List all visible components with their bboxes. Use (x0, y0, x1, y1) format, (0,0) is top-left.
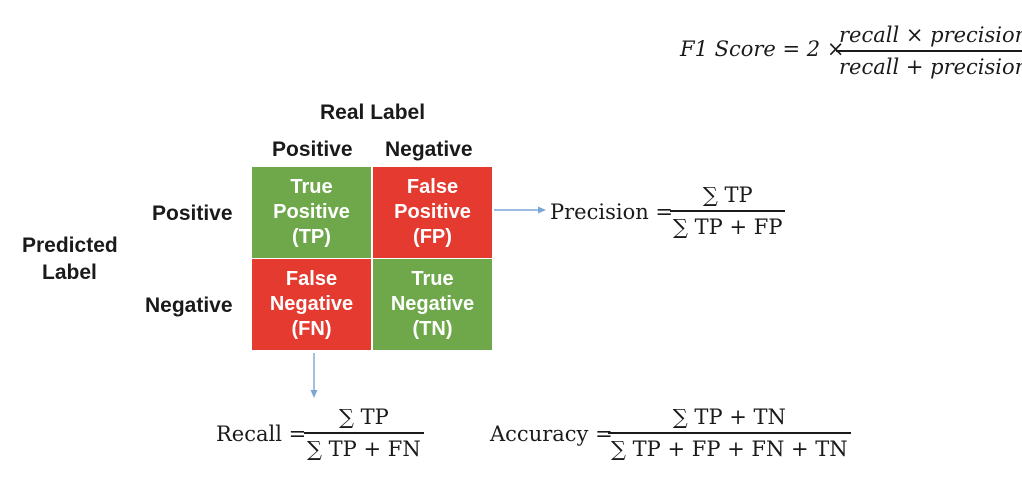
accuracy-numerator: ∑ TP + TN (672, 405, 786, 429)
recall-numerator: ∑ TP (338, 405, 389, 429)
cell-tn-line1: True (411, 268, 454, 290)
real-label-heading: Real Label (320, 101, 426, 124)
recall-denominator: ∑ TP + FN (307, 436, 421, 461)
precision-numerator: ∑ TP (702, 183, 753, 207)
recall-arrow-head (310, 390, 318, 398)
precision-fraction-bar (670, 210, 786, 212)
row-header-negative: Negative (145, 294, 233, 317)
cell-tn-line3: (TN) (412, 318, 453, 340)
precision-denominator: ∑ TP + FP (673, 214, 783, 239)
f1-score-fraction: recall × precision recall + precision (836, 22, 1022, 80)
cell-fn-line1: False (285, 268, 338, 290)
cell-tp-line2: Positive (273, 201, 350, 223)
f1-numerator: recall × precision (839, 23, 1022, 47)
predicted-label-line1: Predicted (22, 234, 118, 257)
recall-fraction: ∑ TP ∑ TP + FN (304, 404, 424, 462)
cell-true-positive: True Positive (TP) (252, 167, 371, 258)
cell-fp-line3: (FP) (413, 226, 452, 248)
accuracy-lhs: Accuracy = (490, 422, 613, 446)
precision-arrow-head (538, 206, 546, 214)
precision-fraction: ∑ TP ∑ TP + FP (670, 182, 786, 240)
cell-tn-line2: Negative (390, 293, 475, 315)
accuracy-denominator: ∑ TP + FP + FN + TN (611, 436, 848, 461)
cell-tp-line3: (TP) (292, 226, 331, 248)
column-header-positive: Positive (272, 138, 353, 161)
recall-fraction-bar (304, 432, 424, 434)
cell-tp-line1: True (290, 176, 333, 198)
cell-fp-line2: Positive (394, 201, 471, 223)
cell-fn-line2: Negative (269, 293, 354, 315)
f1-score-lhs: F1 Score = 2 × (680, 37, 845, 61)
cell-fp-line1: False (406, 176, 459, 198)
row-header-positive: Positive (152, 202, 233, 225)
cell-false-negative: False Negative (FN) (252, 259, 371, 350)
cell-false-positive: False Positive (FP) (373, 167, 492, 258)
precision-lhs: Precision = (550, 200, 674, 224)
predicted-label-line2: Label (42, 261, 97, 284)
f1-fraction-bar (836, 50, 1022, 52)
accuracy-fraction: ∑ TP + TN ∑ TP + FP + FN + TN (608, 404, 851, 462)
column-header-negative: Negative (385, 138, 473, 161)
cell-true-negative: True Negative (TN) (373, 259, 492, 350)
accuracy-fraction-bar (608, 432, 851, 434)
recall-lhs: Recall = (216, 422, 307, 446)
cell-fn-line3: (FN) (291, 318, 332, 340)
f1-denominator: recall + precision (839, 54, 1022, 79)
